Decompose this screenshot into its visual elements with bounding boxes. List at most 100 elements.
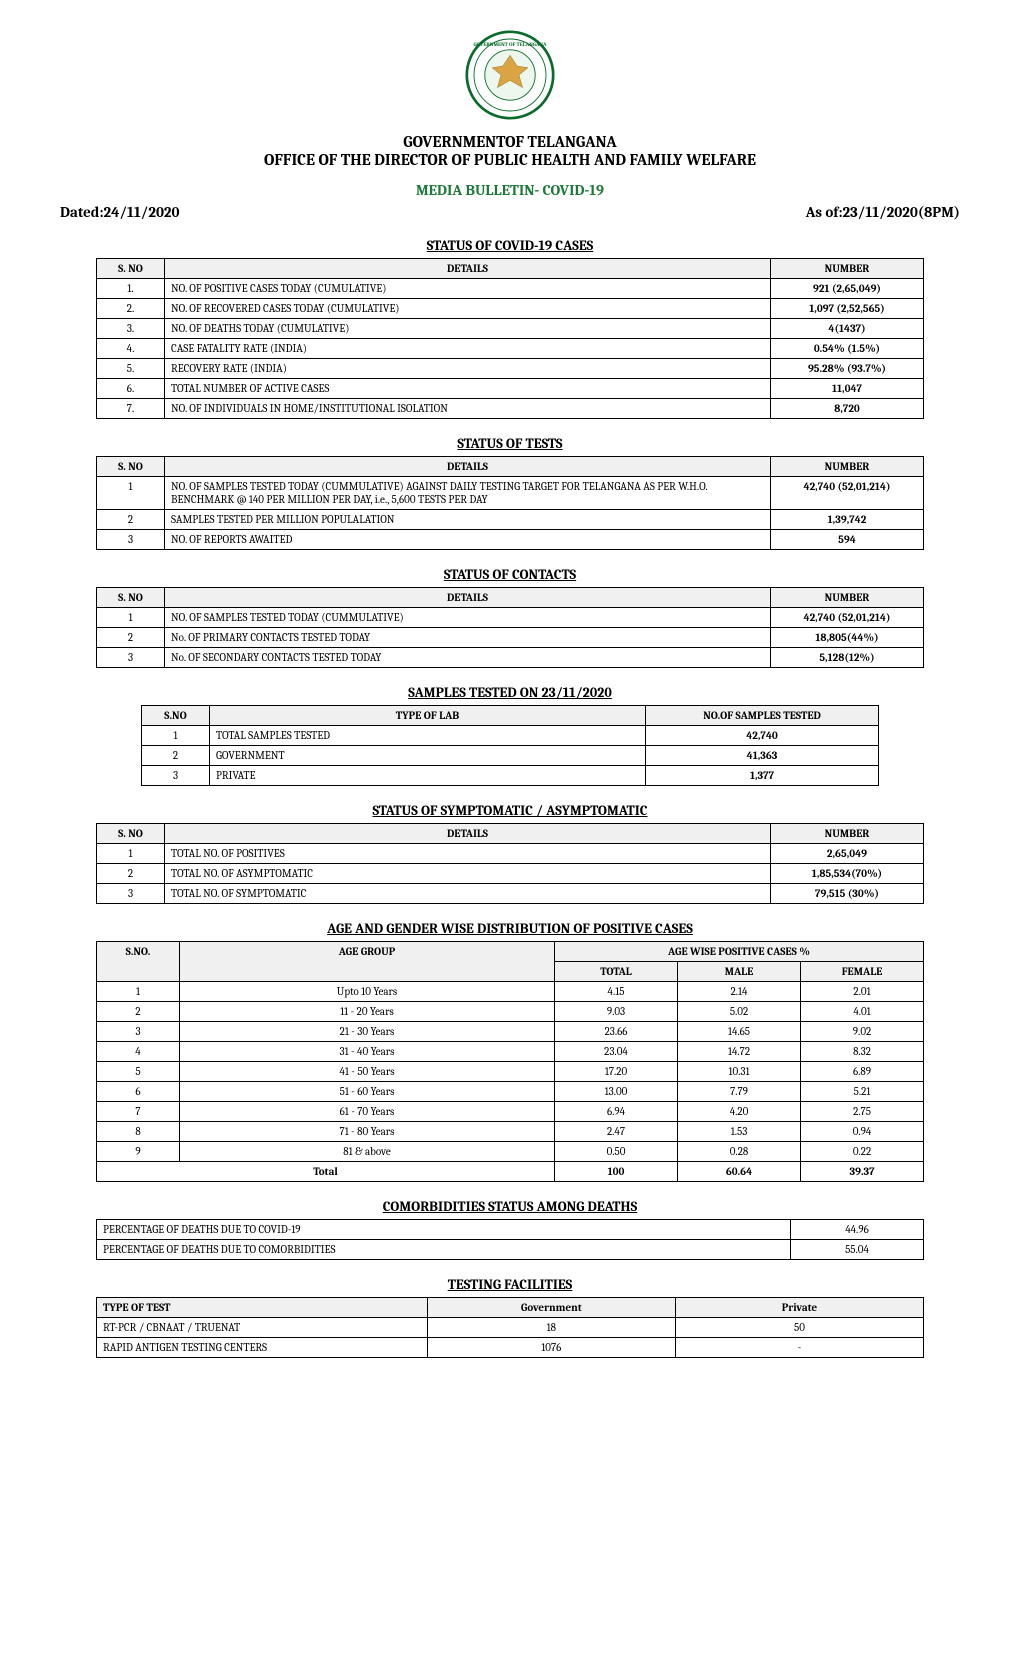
cell-value: 4.01 <box>801 1002 924 1022</box>
cell-agegroup: 61 - 70 Years <box>180 1102 555 1122</box>
cell-sno: 3 <box>97 884 165 904</box>
age-total-total: 100 <box>555 1162 678 1182</box>
cell-number: 8,720 <box>771 399 924 419</box>
cell-detail: SAMPLES TESTED PER MILLION POPULALATION <box>165 510 771 530</box>
tests-col-sno: S. NO <box>97 457 165 477</box>
cell-number: 1,377 <box>646 766 879 786</box>
cell-value: 23.66 <box>555 1022 678 1042</box>
cell-sno: 1. <box>97 279 165 299</box>
age-col-sno: S.NO. <box>97 942 180 982</box>
tests-col-details: DETAILS <box>165 457 771 477</box>
cell-sno: 6. <box>97 379 165 399</box>
table-row: 431 - 40 Years23.0414.728.32 <box>97 1042 924 1062</box>
cell-sno: 1 <box>97 844 165 864</box>
cell-detail: PERCENTAGE OF DEATHS DUE TO COMORBIDITIE… <box>97 1240 791 1260</box>
tests-col-number: NUMBER <box>771 457 924 477</box>
age-total-male: 60.64 <box>678 1162 801 1182</box>
cell-agegroup: 31 - 40 Years <box>180 1042 555 1062</box>
cell-value: 13.00 <box>555 1082 678 1102</box>
table-row: 1TOTAL NO. OF POSITIVES2,65,049 <box>97 844 924 864</box>
cell-sno: 3 <box>142 766 210 786</box>
cell-sno: 4. <box>97 339 165 359</box>
cell-number: 0.54% (1.5%) <box>771 339 924 359</box>
cases-col-number: NUMBER <box>771 259 924 279</box>
cell-agegroup: 41 - 50 Years <box>180 1062 555 1082</box>
age-col-total: TOTAL <box>555 962 678 982</box>
cell-gov: 1076 <box>427 1338 675 1358</box>
table-row: 3PRIVATE1,377 <box>142 766 879 786</box>
cell-detail: TOTAL NUMBER OF ACTIVE CASES <box>165 379 771 399</box>
cell-testtype: RAPID ANTIGEN TESTING CENTERS <box>97 1338 428 1358</box>
fac-col-type: TYPE OF TEST <box>97 1298 428 1318</box>
cell-agegroup: Upto 10 Years <box>180 982 555 1002</box>
table-row: 4.CASE FATALITY RATE (INDIA)0.54% (1.5%) <box>97 339 924 359</box>
cell-number: 5,128(12%) <box>771 648 924 668</box>
cell-value: 5.02 <box>678 1002 801 1022</box>
cell-sno: 2 <box>142 746 210 766</box>
facilities-table: TYPE OF TEST Government Private RT-PCR /… <box>96 1297 924 1358</box>
cell-detail: NO. OF DEATHS TODAY (CUMULATIVE) <box>165 319 771 339</box>
cell-value: 1 <box>97 982 180 1002</box>
cell-value: 9 <box>97 1142 180 1162</box>
cell-number: 41,363 <box>646 746 879 766</box>
cell-value: 0.94 <box>801 1122 924 1142</box>
cell-sno: 1 <box>97 608 165 628</box>
table-row: 1TOTAL SAMPLES TESTED42,740 <box>142 726 879 746</box>
asof-label: As of:23/11/2020(8PM) <box>806 203 960 221</box>
cell-value: 23.04 <box>555 1042 678 1062</box>
age-col-female: FEMALE <box>801 962 924 982</box>
cell-value: 6.94 <box>555 1102 678 1122</box>
tests-table: S. NO DETAILS NUMBER 1NO. OF SAMPLES TES… <box>96 456 924 550</box>
cell-detail: GOVERNMENT <box>210 746 646 766</box>
cell-value: 14.65 <box>678 1022 801 1042</box>
cell-number: 11,047 <box>771 379 924 399</box>
table-row: PERCENTAGE OF DEATHS DUE TO COVID-1944.9… <box>97 1220 924 1240</box>
cell-detail: TOTAL NO. OF POSITIVES <box>165 844 771 864</box>
cell-agegroup: 21 - 30 Years <box>180 1022 555 1042</box>
cell-value: 7.79 <box>678 1082 801 1102</box>
cell-number: 42,740 (52,01,214) <box>771 477 924 510</box>
cell-detail: TOTAL SAMPLES TESTED <box>210 726 646 746</box>
cell-priv: 50 <box>675 1318 923 1338</box>
table-row: 5.RECOVERY RATE (INDIA)95.28% (93.7%) <box>97 359 924 379</box>
fac-col-priv: Private <box>675 1298 923 1318</box>
table-row: 2.NO. OF RECOVERED CASES TODAY (CUMULATI… <box>97 299 924 319</box>
cell-sno: 3 <box>97 530 165 550</box>
cell-value: 17.20 <box>555 1062 678 1082</box>
contacts-col-sno: S. NO <box>97 588 165 608</box>
cell-value: 9.02 <box>801 1022 924 1042</box>
cell-number: 1,39,742 <box>771 510 924 530</box>
cell-value: 6 <box>97 1082 180 1102</box>
cell-testtype: RT-PCR / CBNAAT / TRUENAT <box>97 1318 428 1338</box>
header-office: OFFICE OF THE DIRECTOR OF PUBLIC HEALTH … <box>60 151 960 169</box>
cell-number: 2,65,049 <box>771 844 924 864</box>
table-row: 2GOVERNMENT41,363 <box>142 746 879 766</box>
cell-agegroup: 51 - 60 Years <box>180 1082 555 1102</box>
cell-detail: PERCENTAGE OF DEATHS DUE TO COVID-19 <box>97 1220 791 1240</box>
dated-label: Dated:24/11/2020 <box>60 203 180 221</box>
table-row: 871 - 80 Years2.471.530.94 <box>97 1122 924 1142</box>
cell-value: 4.20 <box>678 1102 801 1122</box>
cell-value: 4 <box>97 1042 180 1062</box>
cell-sno: 1 <box>142 726 210 746</box>
cell-value: 3 <box>97 1022 180 1042</box>
cell-priv: - <box>675 1338 923 1358</box>
cell-number: 594 <box>771 530 924 550</box>
cell-sno: 2 <box>97 628 165 648</box>
cases-table: S. NO DETAILS NUMBER 1.NO. OF POSITIVE C… <box>96 258 924 419</box>
age-col-group: AGE GROUP <box>180 942 555 982</box>
table-row: 2TOTAL NO. OF ASYMPTOMATIC1,85,534(70%) <box>97 864 924 884</box>
cell-number: 42,740 (52,01,214) <box>771 608 924 628</box>
cell-number: 921 (2,65,049) <box>771 279 924 299</box>
cell-agegroup: 81 & above <box>180 1142 555 1162</box>
cell-detail: No. OF PRIMARY CONTACTS TESTED TODAY <box>165 628 771 648</box>
age-table: S.NO. AGE GROUP AGE WISE POSITIVE CASES … <box>96 941 924 1182</box>
comorb-table: PERCENTAGE OF DEATHS DUE TO COVID-1944.9… <box>96 1219 924 1260</box>
table-row: 761 - 70 Years6.944.202.75 <box>97 1102 924 1122</box>
table-row: 651 - 60 Years13.007.795.21 <box>97 1082 924 1102</box>
cell-gov: 18 <box>427 1318 675 1338</box>
table-row: 6.TOTAL NUMBER OF ACTIVE CASES11,047 <box>97 379 924 399</box>
table-row: 1Upto 10 Years4.152.142.01 <box>97 982 924 1002</box>
table-row: 1NO. OF SAMPLES TESTED TODAY (CUMMULATIV… <box>97 477 924 510</box>
cases-title: STATUS OF COVID-19 CASES <box>60 237 960 254</box>
